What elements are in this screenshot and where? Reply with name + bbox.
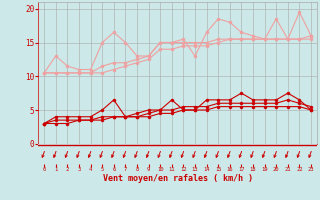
X-axis label: Vent moyen/en rafales ( km/h ): Vent moyen/en rafales ( km/h ) bbox=[103, 174, 252, 183]
